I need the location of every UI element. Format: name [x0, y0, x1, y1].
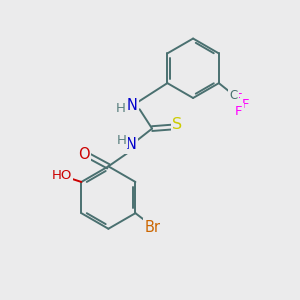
Text: N: N — [127, 98, 138, 113]
Text: S: S — [172, 117, 182, 132]
Text: Br: Br — [144, 220, 160, 235]
Text: O: O — [78, 147, 89, 162]
Text: HO: HO — [51, 169, 72, 182]
Text: H: H — [116, 102, 126, 115]
Text: F: F — [234, 105, 242, 118]
Text: N: N — [126, 137, 137, 152]
Text: H: H — [116, 134, 126, 147]
Text: C: C — [230, 88, 238, 101]
Text: F: F — [242, 98, 249, 111]
Text: F: F — [235, 92, 242, 105]
